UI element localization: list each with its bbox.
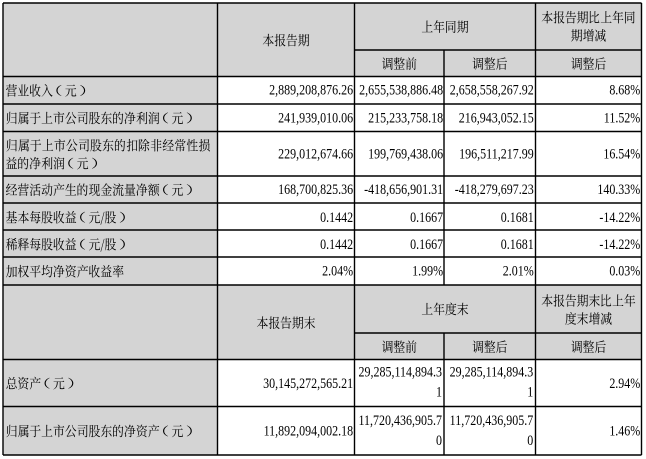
svg-text:-418,279,697.23: -418,279,697.23 [455,181,534,197]
svg-text:30,145,272,565.21: 30,145,272,565.21 [263,375,353,391]
svg-text:199,769,438.06: 199,769,438.06 [368,145,443,161]
svg-text:16.54%: 16.54% [603,145,640,161]
svg-text:11,720,436,905.7: 11,720,436,905.7 [450,412,534,428]
svg-text:215,233,758.18: 215,233,758.18 [368,109,443,125]
svg-text:0: 0 [436,432,442,448]
svg-text:1: 1 [436,384,442,400]
svg-text:2.94%: 2.94% [609,375,640,391]
svg-text:11,892,094,002.18: 11,892,094,002.18 [264,422,354,438]
svg-text:1.99%: 1.99% [412,263,443,279]
svg-text:2,889,208,876.26: 2,889,208,876.26 [269,82,353,98]
svg-text:168,700,825.36: 168,700,825.36 [278,181,353,197]
svg-text:29,285,114,894.3: 29,285,114,894.3 [358,364,442,380]
svg-text:-14.22%: -14.22% [599,236,640,252]
svg-text:2.01%: 2.01% [503,263,534,279]
svg-text:1.46%: 1.46% [609,422,640,438]
svg-text:-14.22%: -14.22% [599,209,640,225]
svg-text:-418,656,901.31: -418,656,901.31 [364,181,443,197]
svg-text:140.33%: 140.33% [597,181,640,197]
svg-text:0: 0 [527,432,533,448]
svg-text:229,012,674.66: 229,012,674.66 [278,145,353,161]
svg-text:1: 1 [527,384,533,400]
svg-text:0.1667: 0.1667 [410,236,443,252]
svg-text:2.04%: 2.04% [322,263,353,279]
svg-text:0.1681: 0.1681 [501,209,534,225]
svg-text:0.03%: 0.03% [609,263,640,279]
svg-text:241,939,010.06: 241,939,010.06 [278,109,353,125]
svg-text:0.1442: 0.1442 [320,236,353,252]
svg-text:11,720,436,905.7: 11,720,436,905.7 [358,412,442,428]
svg-text:8.68%: 8.68% [609,82,640,98]
svg-text:2,655,538,886.48: 2,655,538,886.48 [359,82,443,98]
svg-text:11.52%: 11.52% [604,109,641,125]
svg-text:2,658,558,267.92: 2,658,558,267.92 [450,82,534,98]
svg-text:0.1681: 0.1681 [501,236,534,252]
svg-text:0.1667: 0.1667 [410,209,443,225]
svg-text:0.1442: 0.1442 [320,209,353,225]
svg-text:216,943,052.15: 216,943,052.15 [459,109,534,125]
svg-text:29,285,114,894.3: 29,285,114,894.3 [450,364,534,380]
svg-text:196,511,217.99: 196,511,217.99 [459,145,534,161]
